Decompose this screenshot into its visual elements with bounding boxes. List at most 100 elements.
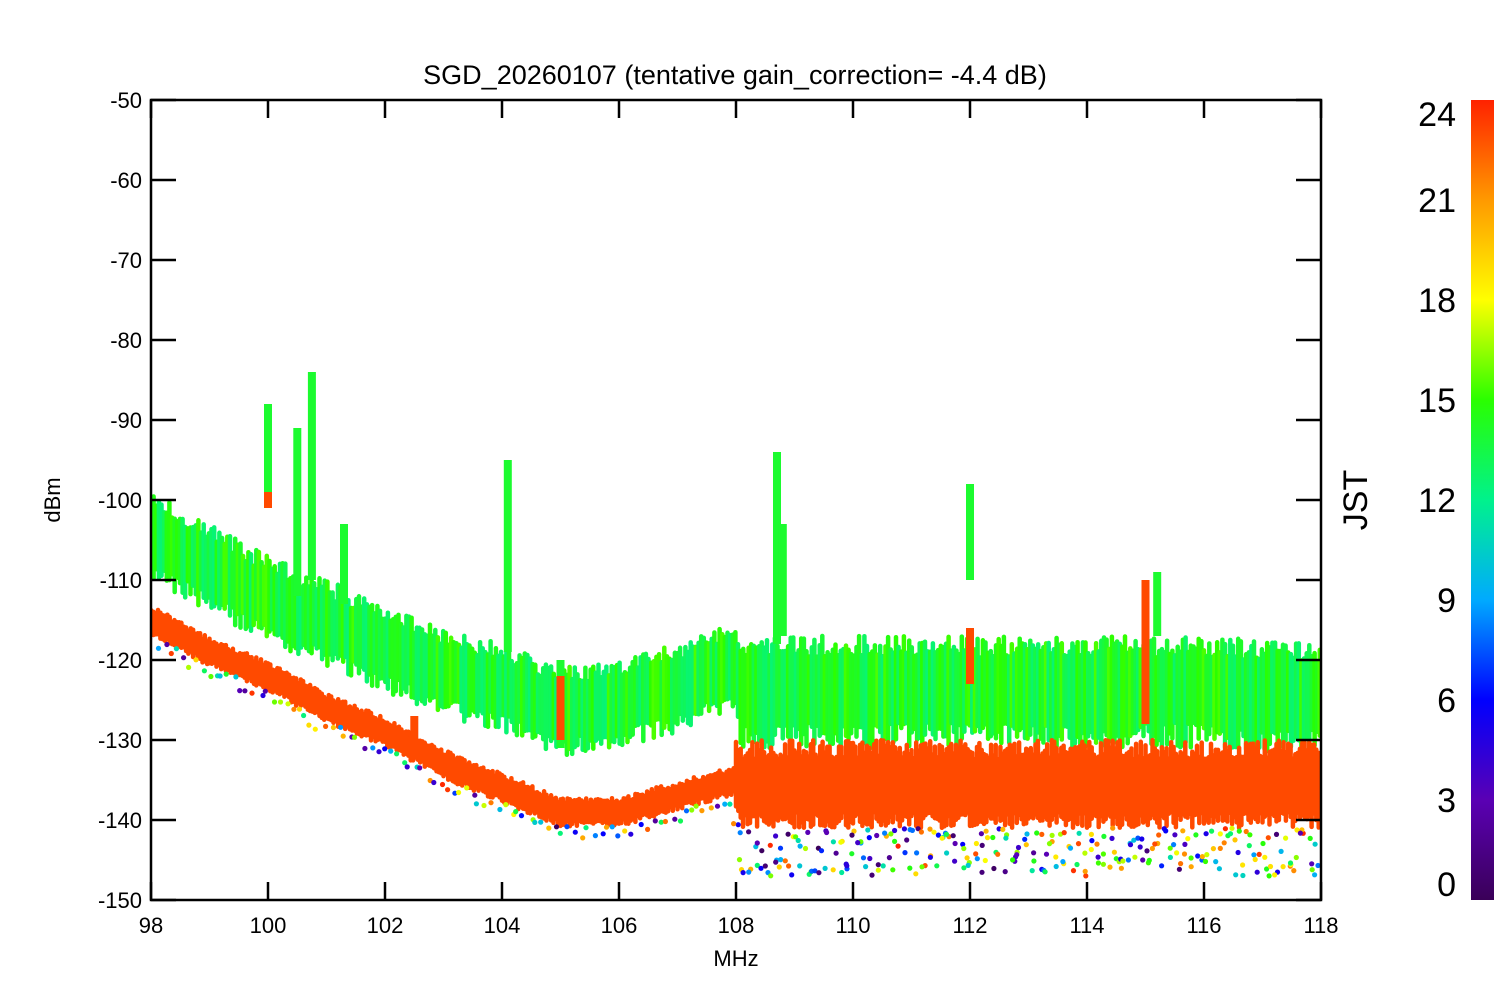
spike-mark: [410, 716, 419, 748]
data-point: [1088, 846, 1094, 853]
data-point: [217, 673, 223, 679]
x-tick-label: 116: [1186, 913, 1221, 938]
data-point: [754, 862, 760, 869]
colorbar-tick-label: 15: [1418, 382, 1456, 420]
data-point: [603, 824, 610, 830]
data-point: [1163, 828, 1169, 834]
spike-mark: [966, 628, 974, 684]
data-point: [370, 745, 376, 751]
data-point: [708, 805, 714, 811]
data-point: [952, 840, 958, 847]
data-point: [990, 834, 996, 841]
data-point: [874, 832, 880, 839]
data-point: [404, 764, 410, 770]
data-point: [939, 835, 945, 841]
y-tick-label: -140: [98, 808, 142, 833]
data-point: [1135, 835, 1141, 841]
data-point: [388, 748, 394, 754]
data-point: [1039, 831, 1045, 838]
data-point: [918, 829, 925, 835]
data-point: [830, 867, 836, 873]
data-point: [1034, 830, 1040, 836]
data-point: [901, 826, 908, 832]
data-point: [952, 858, 958, 864]
data-point: [271, 699, 278, 705]
chart-title: SGD_20260107 (tentative gain_correction=…: [423, 60, 1047, 90]
data-point: [746, 869, 752, 875]
data-point: [991, 865, 997, 872]
data-point: [754, 840, 760, 846]
data-point: [1213, 859, 1219, 865]
data-point: [849, 832, 855, 838]
data-point: [1015, 844, 1022, 851]
data-layer: [151, 372, 1321, 879]
spike-mark: [307, 372, 316, 580]
data-point: [1131, 837, 1137, 843]
data-point: [824, 829, 830, 836]
data-point: [1272, 872, 1278, 878]
y-axis-label: dBm: [40, 477, 65, 522]
data-point: [168, 650, 174, 657]
data-point: [553, 824, 560, 830]
data-point: [830, 839, 837, 845]
data-point: [1171, 842, 1177, 848]
data-point: [382, 746, 388, 752]
data-point: [1107, 864, 1113, 870]
data-point: [503, 802, 509, 808]
data-point: [431, 779, 437, 786]
data-point: [677, 818, 684, 824]
spike-mark: [340, 524, 348, 604]
data-point: [1010, 857, 1016, 863]
data-point: [1094, 841, 1100, 847]
spike-mark: [503, 460, 512, 652]
y-tick-label: -60: [110, 168, 142, 193]
data-point: [488, 800, 494, 806]
y-tick-label: -50: [110, 88, 142, 113]
data-point: [886, 855, 893, 861]
data-point: [1291, 868, 1297, 874]
data-point: [1049, 832, 1055, 839]
data-point: [1174, 850, 1180, 856]
x-tick-label: 110: [835, 913, 870, 938]
data-point: [208, 673, 214, 680]
y-tick-label: -90: [110, 408, 142, 433]
data-point: [875, 867, 881, 873]
data-point: [789, 872, 795, 878]
data-point: [1236, 828, 1242, 834]
data-point: [1209, 828, 1215, 834]
data-point: [538, 819, 544, 825]
data-point: [572, 829, 578, 835]
data-point: [1178, 861, 1184, 867]
data-point: [855, 840, 861, 846]
data-point: [1265, 835, 1271, 841]
data-point: [1118, 865, 1124, 871]
data-point: [1312, 872, 1318, 878]
data-point: [1195, 853, 1201, 859]
data-point: [892, 838, 898, 845]
data-point: [1309, 861, 1315, 867]
data-point: [1083, 873, 1089, 879]
data-point: [984, 835, 991, 841]
data-point: [785, 831, 791, 837]
data-point: [672, 816, 678, 822]
data-point: [1042, 869, 1048, 875]
data-point: [1132, 854, 1138, 860]
data-point: [1110, 825, 1116, 831]
data-point: [164, 641, 170, 648]
data-point: [982, 857, 988, 864]
x-tick-label: 112: [952, 913, 987, 938]
data-point: [518, 813, 525, 819]
data-point: [1089, 838, 1095, 844]
data-point: [1125, 857, 1131, 863]
data-point: [1172, 832, 1178, 838]
data-point: [786, 863, 792, 869]
data-point: [943, 831, 950, 837]
data-point: [961, 845, 967, 852]
data-point: [1100, 851, 1106, 857]
x-tick-label: 108: [718, 913, 755, 938]
data-point: [1000, 826, 1006, 833]
data-point: [714, 803, 721, 809]
data-point: [1254, 869, 1260, 875]
